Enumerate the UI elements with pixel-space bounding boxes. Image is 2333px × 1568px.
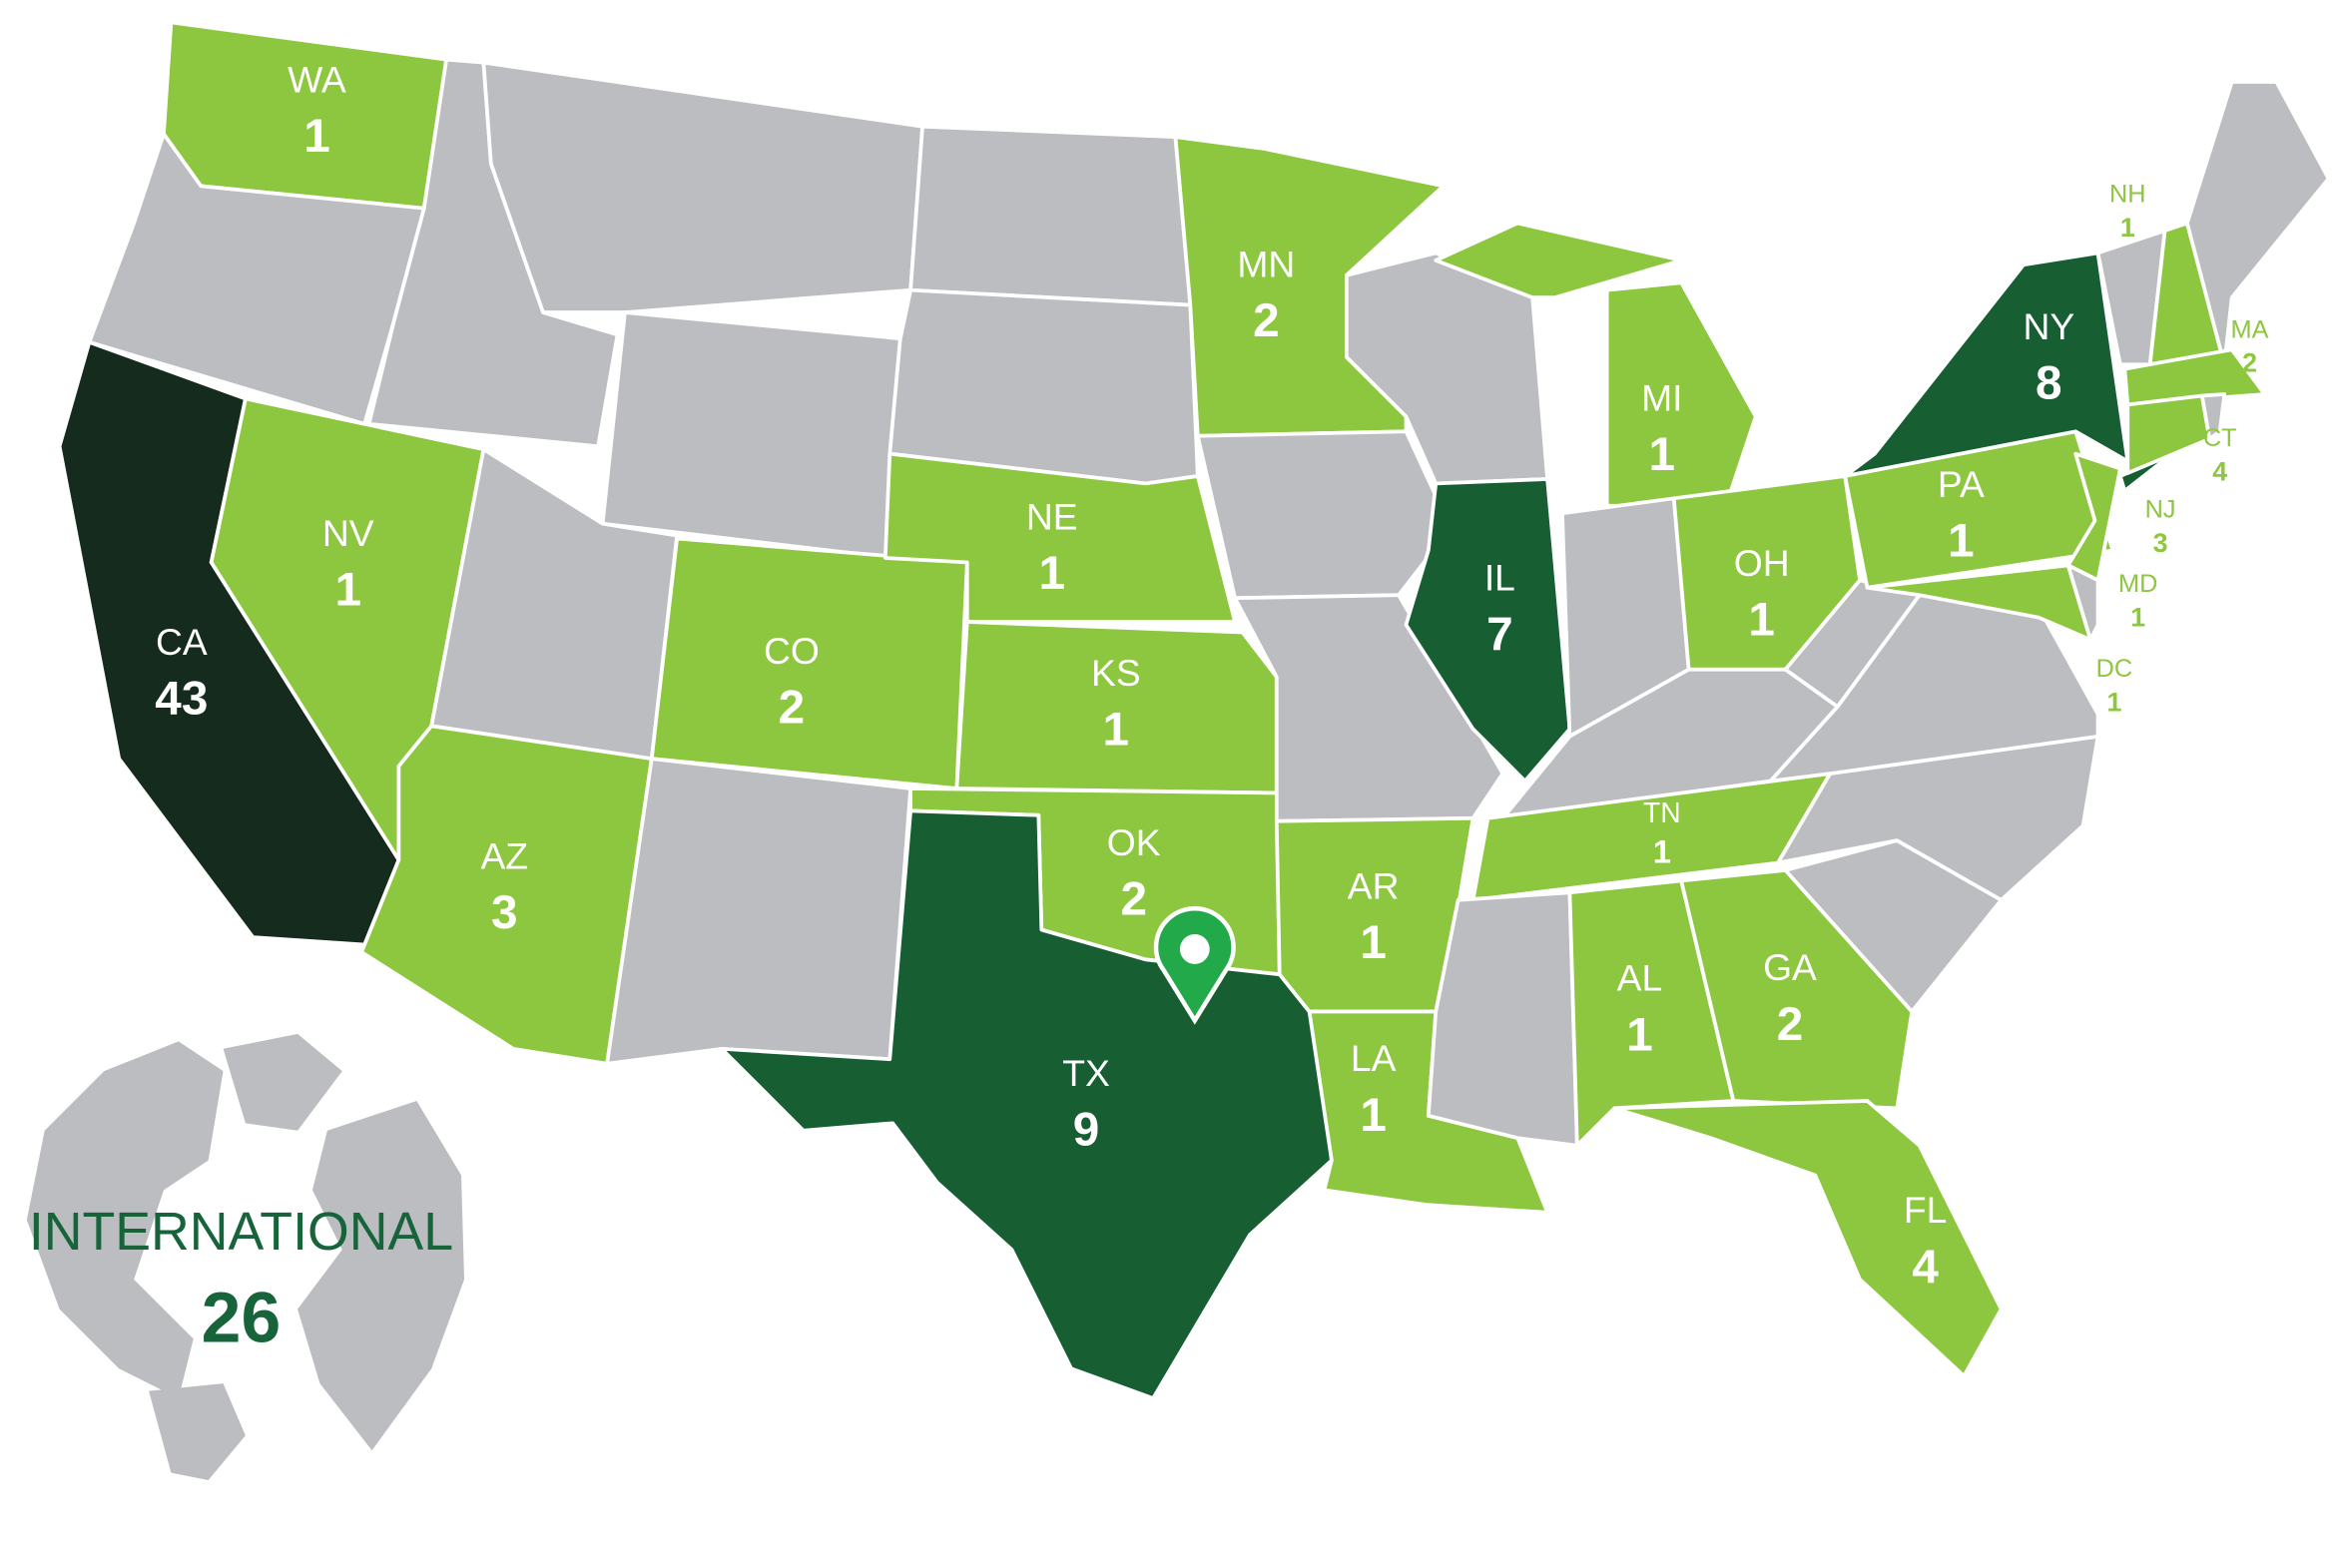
state-count-ok: 2 (1120, 873, 1147, 926)
state-count-tn: 1 (1653, 832, 1671, 869)
state-label-ca: CA (156, 621, 208, 663)
state-nd[interactable] (908, 124, 1193, 307)
state-label-ny: NY (2023, 305, 2074, 347)
state-label-tx: TX (1062, 1052, 1110, 1094)
state-count-ar: 1 (1360, 916, 1387, 969)
state-label-pa: PA (1938, 463, 1985, 505)
state-mi[interactable] (1604, 280, 1758, 508)
state-label-ok: OK (1107, 821, 1161, 863)
state-label-oh: OH (1734, 542, 1790, 584)
state-label-il: IL (1484, 557, 1515, 599)
state-label-mn: MN (1237, 243, 1295, 284)
state-label-co: CO (764, 630, 820, 672)
state-count-la: 1 (1360, 1089, 1387, 1142)
state-label-ks: KS (1091, 652, 1141, 694)
state-count-ks: 1 (1103, 704, 1130, 757)
state-count-ca: 43 (155, 672, 208, 725)
state-label-ne: NE (1026, 496, 1078, 538)
state-count-tx: 9 (1073, 1104, 1100, 1157)
map-pin-icon (1153, 906, 1236, 1025)
state-mi[interactable] (1434, 221, 1684, 299)
state-label-al: AL (1617, 957, 1663, 999)
state-count-al: 1 (1626, 1008, 1653, 1061)
state-ga[interactable] (1679, 868, 1915, 1111)
state-label-fl: FL (1904, 1189, 1947, 1231)
state-ny[interactable] (1843, 251, 2130, 478)
state-ne[interactable] (882, 451, 1237, 624)
globe-land-europe-africa (297, 1100, 465, 1451)
state-label-az: AZ (480, 834, 528, 876)
globe-land-south-america (149, 1383, 246, 1481)
state-count-ga: 2 (1777, 998, 1804, 1051)
state-count-co: 2 (779, 681, 806, 734)
state-count-fl: 4 (1912, 1241, 1939, 1294)
state-count-ma: 2 (2242, 348, 2257, 378)
state-label-ma: MA (2231, 315, 2269, 343)
international-globe (22, 1033, 469, 1481)
globe-land-north-america (26, 1041, 224, 1399)
state-count-oh: 1 (1748, 593, 1775, 646)
globe-land-greenland (223, 1033, 342, 1131)
state-md[interactable] (1865, 563, 2092, 642)
state-label-ga: GA (1763, 946, 1817, 988)
state-count-nh: 1 (2120, 213, 2135, 243)
state-label-tn: TN (1643, 796, 1681, 828)
state-ct[interactable] (2125, 393, 2212, 475)
state-label-la: LA (1351, 1037, 1397, 1079)
state-ri[interactable] (2199, 392, 2227, 441)
state-al[interactable] (1567, 878, 1736, 1148)
state-count-pa: 1 (1948, 514, 1975, 567)
state-label-ct: CT (2203, 424, 2237, 452)
state-count-md: 1 (2130, 603, 2145, 633)
state-count-ny: 8 (2036, 356, 2062, 409)
state-count-il: 7 (1486, 608, 1513, 661)
state-de[interactable] (2065, 563, 2100, 642)
state-label-nh: NH (2109, 181, 2146, 209)
state-wy[interactable] (600, 310, 910, 560)
state-ia[interactable] (1195, 429, 1454, 601)
state-count-nv: 1 (334, 564, 361, 617)
state-label-wa: WA (288, 58, 346, 100)
state-label-md: MD (2118, 570, 2157, 598)
state-label-dc: DC (2096, 655, 2133, 683)
state-count-ne: 1 (1038, 547, 1065, 600)
state-count-nj: 3 (2153, 528, 2168, 558)
state-label-ar: AR (1348, 864, 1400, 906)
state-tx[interactable] (719, 808, 1334, 1400)
state-count-wa: 1 (303, 110, 330, 163)
state-sd[interactable] (887, 287, 1200, 486)
state-ms[interactable] (1426, 890, 1579, 1148)
state-count-mn: 2 (1253, 294, 1280, 347)
state-label-nv: NV (322, 512, 374, 554)
international-label: INTERNATIONAL (29, 1202, 453, 1262)
state-nm[interactable] (605, 757, 913, 1066)
state-count-ct: 4 (2212, 456, 2227, 486)
state-ma[interactable] (2122, 347, 2267, 407)
state-count-dc: 1 (2106, 687, 2121, 717)
state-fl[interactable] (1612, 1099, 2004, 1378)
state-label-mi: MI (1641, 376, 1682, 418)
state-count-az: 3 (491, 886, 518, 939)
state-label-nj: NJ (2145, 496, 2176, 524)
state-mt[interactable] (481, 60, 924, 314)
state-or[interactable] (87, 132, 426, 426)
state-count-mi: 1 (1649, 428, 1676, 481)
international-count: 26 (202, 1278, 282, 1357)
state-il[interactable] (1404, 477, 1572, 784)
